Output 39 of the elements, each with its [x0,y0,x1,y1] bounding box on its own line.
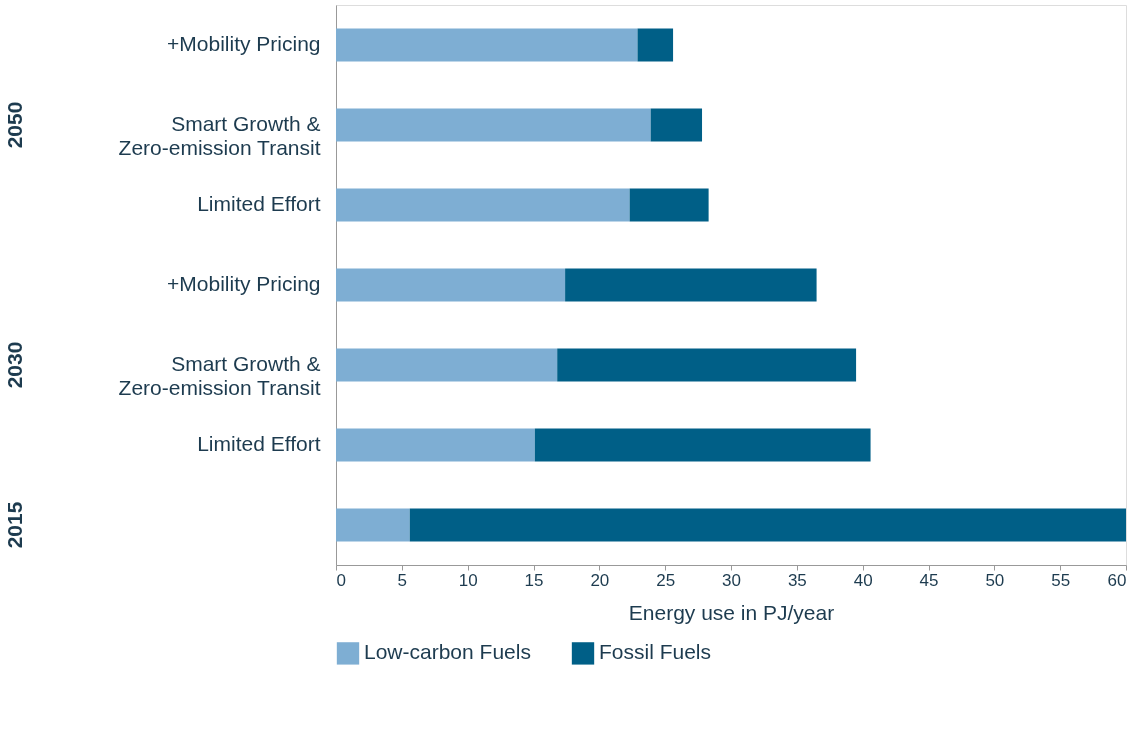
x-tick-label: 40 [853,570,873,590]
bar [637,28,674,62]
text: 2030 [3,341,26,389]
bar [557,348,857,382]
y-tick-label: Limited Effort [197,432,321,455]
x-tick-label: 5 [397,570,408,590]
y-tick-label: Smart Growth & Zero-emission Transit [118,112,321,159]
y-tick-label: +Mobility Pricing [167,272,321,295]
x-tick-label: 35 [787,570,807,590]
bar [336,428,535,462]
x-tick-label: 10 [458,570,478,590]
text: 2050 [3,101,26,149]
x-tick-label: 20 [590,570,610,590]
x-tick-label: 15 [524,570,544,590]
y-tick-label: Limited Effort [197,192,321,215]
bar [336,508,410,542]
bar [534,428,871,462]
x-tick-label: 60 [1107,570,1127,590]
legend-label: Fossil Fuels [599,640,712,664]
bar [629,188,709,222]
x-tick-label: 30 [722,570,741,590]
bar [336,28,638,62]
x-tick-label: 55 [1051,570,1071,590]
bar [650,108,703,142]
y-tick-label: +Mobility Pricing [167,32,321,55]
bar [336,268,566,302]
bar [336,348,558,382]
x-axis-title: Energy use in PJ/year [628,600,835,624]
bar [565,268,817,302]
x-tick-label: 45 [919,570,939,590]
y-tick-label: Smart Growth & Zero-emission Transit [118,352,321,399]
bar [336,108,651,142]
legend-label: Low-carbon Fuels [364,640,531,664]
x-tick-label: 50 [985,570,1005,590]
text: 2015 [3,501,26,549]
x-tick-label: 0 [336,570,346,590]
bar [409,508,1126,542]
bar [336,188,630,222]
x-tick-label: 25 [656,570,676,590]
